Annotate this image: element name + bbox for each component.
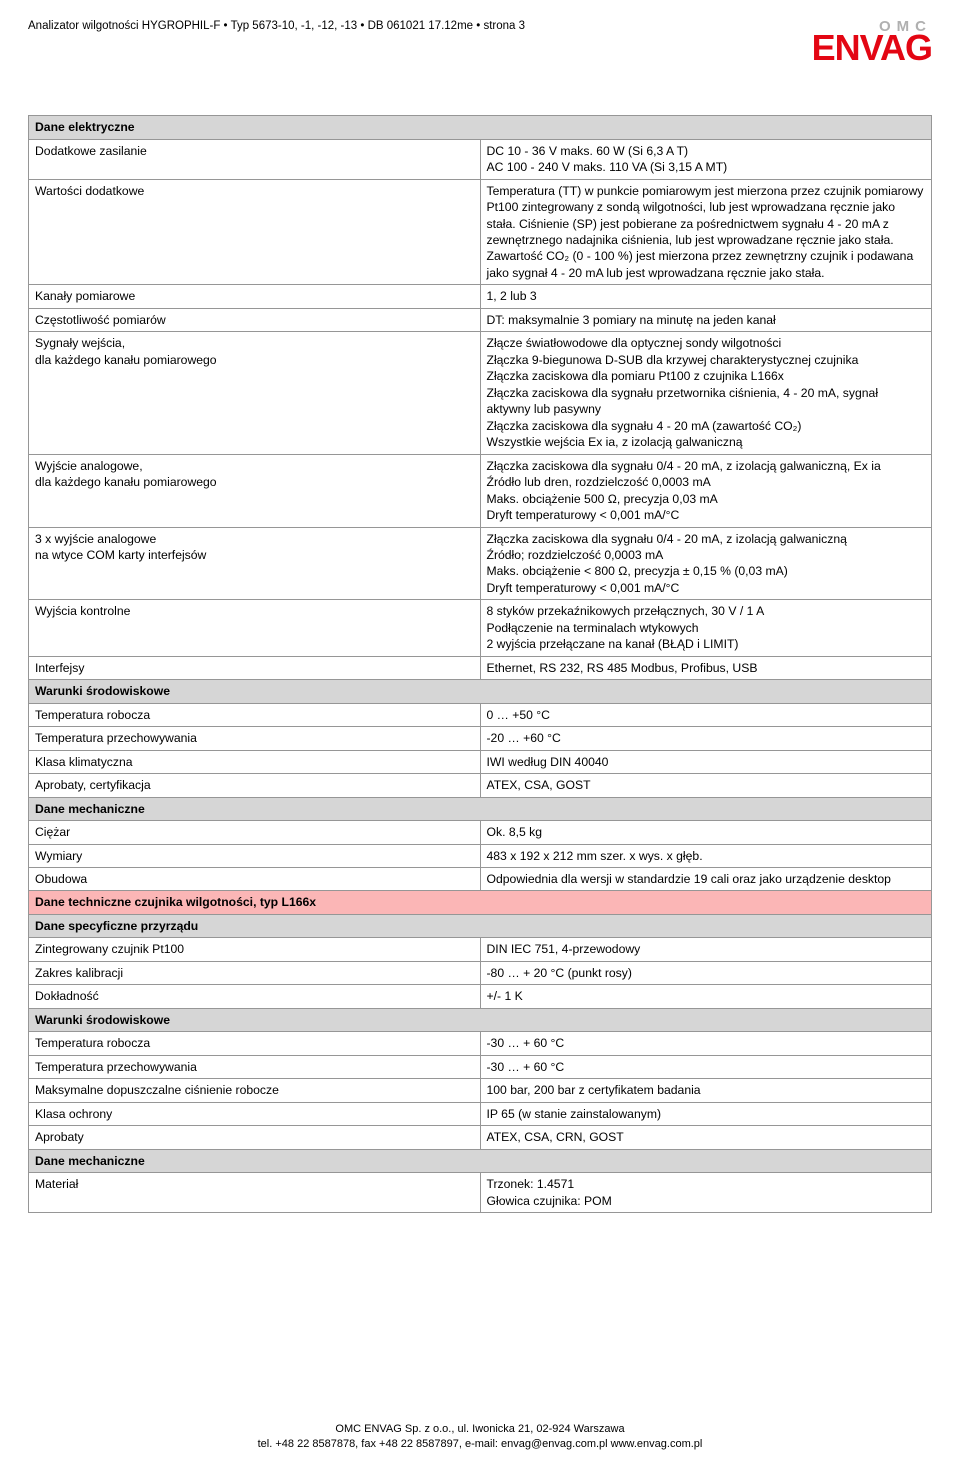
spec-value: 0 … +50 °C [480, 703, 932, 726]
table-row: Dodatkowe zasilanieDC 10 - 36 V maks. 60… [29, 139, 932, 179]
section-header-cell: Dane techniczne czujnika wilgotności, ty… [29, 891, 932, 914]
spec-value: +/- 1 K [480, 985, 932, 1008]
spec-value: DC 10 - 36 V maks. 60 W (Si 6,3 A T) AC … [480, 139, 932, 179]
table-row: Dokładność+/- 1 K [29, 985, 932, 1008]
table-row: Aprobaty, certyfikacjaATEX, CSA, GOST [29, 774, 932, 797]
spec-label: Sygnały wejścia, dla każdego kanału pomi… [29, 332, 481, 454]
table-row: Zakres kalibracji-80 … + 20 °C (punkt ro… [29, 961, 932, 984]
spec-value: 100 bar, 200 bar z certyfikatem badania [480, 1079, 932, 1102]
spec-label: Maksymalne dopuszczalne ciśnienie robocz… [29, 1079, 481, 1102]
table-row: Dane elektryczne [29, 116, 932, 139]
spec-value: 483 x 192 x 212 mm szer. x wys. x głęb. [480, 844, 932, 867]
spec-label: Klasa ochrony [29, 1102, 481, 1125]
spec-label: Wyjście analogowe, dla każdego kanału po… [29, 454, 481, 527]
table-row: Warunki środowiskowe [29, 1008, 932, 1031]
spec-value: Złączka zaciskowa dla sygnału 0/4 - 20 m… [480, 527, 932, 600]
spec-value: ATEX, CSA, GOST [480, 774, 932, 797]
table-row: Temperatura robocza0 … +50 °C [29, 703, 932, 726]
page-header: Analizator wilgotności HYGROPHIL-F • Typ… [28, 18, 932, 65]
table-row: Temperatura robocza-30 … + 60 °C [29, 1032, 932, 1055]
section-header-cell: Dane elektryczne [29, 116, 932, 139]
spec-value: -30 … + 60 °C [480, 1032, 932, 1055]
spec-value: IP 65 (w stanie zainstalowanym) [480, 1102, 932, 1125]
table-row: Dane mechaniczne [29, 1149, 932, 1172]
footer-line-1: OMC ENVAG Sp. z o.o., ul. Iwonicka 21, 0… [0, 1422, 960, 1436]
spec-value: IWI według DIN 40040 [480, 750, 932, 773]
spec-label: Interfejsy [29, 656, 481, 679]
spec-label: Dodatkowe zasilanie [29, 139, 481, 179]
table-row: AprobatyATEX, CSA, CRN, GOST [29, 1126, 932, 1149]
section-header-cell: Dane mechaniczne [29, 1149, 932, 1172]
spec-value: 8 styków przekaźnikowych przełącznych, 3… [480, 600, 932, 656]
spec-label: Wartości dodatkowe [29, 179, 481, 285]
table-row: Maksymalne dopuszczalne ciśnienie robocz… [29, 1079, 932, 1102]
header-breadcrumb: Analizator wilgotności HYGROPHIL-F • Typ… [28, 18, 525, 32]
spec-value: -30 … + 60 °C [480, 1055, 932, 1078]
spec-value: Temperatura (TT) w punkcie pomiarowym je… [480, 179, 932, 285]
spec-label: Aprobaty [29, 1126, 481, 1149]
table-row: Dane mechaniczne [29, 797, 932, 820]
spec-label: Wyjścia kontrolne [29, 600, 481, 656]
spec-label: Aprobaty, certyfikacja [29, 774, 481, 797]
spec-label: Zakres kalibracji [29, 961, 481, 984]
table-row: Klasa ochronyIP 65 (w stanie zainstalowa… [29, 1102, 932, 1125]
spec-label: Częstotliwość pomiarów [29, 308, 481, 331]
footer-line-2: tel. +48 22 8587878, fax +48 22 8587897,… [0, 1437, 960, 1451]
section-header-cell: Dane mechaniczne [29, 797, 932, 820]
table-row: Wartości dodatkoweTemperatura (TT) w pun… [29, 179, 932, 285]
spec-label: Temperatura przechowywania [29, 727, 481, 750]
spec-value: Odpowiednia dla wersji w standardzie 19 … [480, 868, 932, 891]
spec-label: Temperatura robocza [29, 1032, 481, 1055]
table-row: Wyjście analogowe, dla każdego kanału po… [29, 454, 932, 527]
spec-value: -20 … +60 °C [480, 727, 932, 750]
spec-value: -80 … + 20 °C (punkt rosy) [480, 961, 932, 984]
spec-value: Ethernet, RS 232, RS 485 Modbus, Profibu… [480, 656, 932, 679]
spec-value: DT: maksymalnie 3 pomiary na minutę na j… [480, 308, 932, 331]
spec-label: Temperatura przechowywania [29, 1055, 481, 1078]
page-footer: OMC ENVAG Sp. z o.o., ul. Iwonicka 21, 0… [0, 1422, 960, 1451]
table-row: Zintegrowany czujnik Pt100DIN IEC 751, 4… [29, 938, 932, 961]
table-row: Temperatura przechowywania-30 … + 60 °C [29, 1055, 932, 1078]
table-row: InterfejsyEthernet, RS 232, RS 485 Modbu… [29, 656, 932, 679]
company-logo: OMC ENVAG [812, 18, 932, 65]
table-row: Warunki środowiskowe [29, 680, 932, 703]
table-row: Częstotliwość pomiarówDT: maksymalnie 3 … [29, 308, 932, 331]
section-header-cell: Warunki środowiskowe [29, 680, 932, 703]
spec-label: Kanały pomiarowe [29, 285, 481, 308]
table-row: MateriałTrzonek: 1.4571 Głowica czujnika… [29, 1173, 932, 1213]
spec-label: Dokładność [29, 985, 481, 1008]
spec-label: Zintegrowany czujnik Pt100 [29, 938, 481, 961]
table-row: CiężarOk. 8,5 kg [29, 821, 932, 844]
table-row: Kanały pomiarowe1, 2 lub 3 [29, 285, 932, 308]
section-header-cell: Dane specyficzne przyrządu [29, 914, 932, 937]
spec-label: Ciężar [29, 821, 481, 844]
spec-value: Ok. 8,5 kg [480, 821, 932, 844]
spec-value: Złączka zaciskowa dla sygnału 0/4 - 20 m… [480, 454, 932, 527]
spec-label: Temperatura robocza [29, 703, 481, 726]
table-row: Sygnały wejścia, dla każdego kanału pomi… [29, 332, 932, 454]
spec-value: DIN IEC 751, 4-przewodowy [480, 938, 932, 961]
table-row: Wyjścia kontrolne8 styków przekaźnikowyc… [29, 600, 932, 656]
table-row: Klasa klimatycznaIWI według DIN 40040 [29, 750, 932, 773]
section-header-cell: Warunki środowiskowe [29, 1008, 932, 1031]
spec-value: Złącze światłowodowe dla optycznej sondy… [480, 332, 932, 454]
table-row: 3 x wyjście analogowe na wtyce COM karty… [29, 527, 932, 600]
table-row: Temperatura przechowywania-20 … +60 °C [29, 727, 932, 750]
spec-label: Materiał [29, 1173, 481, 1213]
table-row: ObudowaOdpowiednia dla wersji w standard… [29, 868, 932, 891]
spec-label: 3 x wyjście analogowe na wtyce COM karty… [29, 527, 481, 600]
spec-value: ATEX, CSA, CRN, GOST [480, 1126, 932, 1149]
table-row: Dane specyficzne przyrządu [29, 914, 932, 937]
spec-label: Wymiary [29, 844, 481, 867]
table-row: Dane techniczne czujnika wilgotności, ty… [29, 891, 932, 914]
spec-label: Klasa klimatyczna [29, 750, 481, 773]
spec-label: Obudowa [29, 868, 481, 891]
spec-value: 1, 2 lub 3 [480, 285, 932, 308]
table-row: Wymiary483 x 192 x 212 mm szer. x wys. x… [29, 844, 932, 867]
spec-value: Trzonek: 1.4571 Głowica czujnika: POM [480, 1173, 932, 1213]
logo-main-text: ENVAG [812, 31, 932, 65]
specifications-table: Dane elektryczneDodatkowe zasilanieDC 10… [28, 115, 932, 1213]
